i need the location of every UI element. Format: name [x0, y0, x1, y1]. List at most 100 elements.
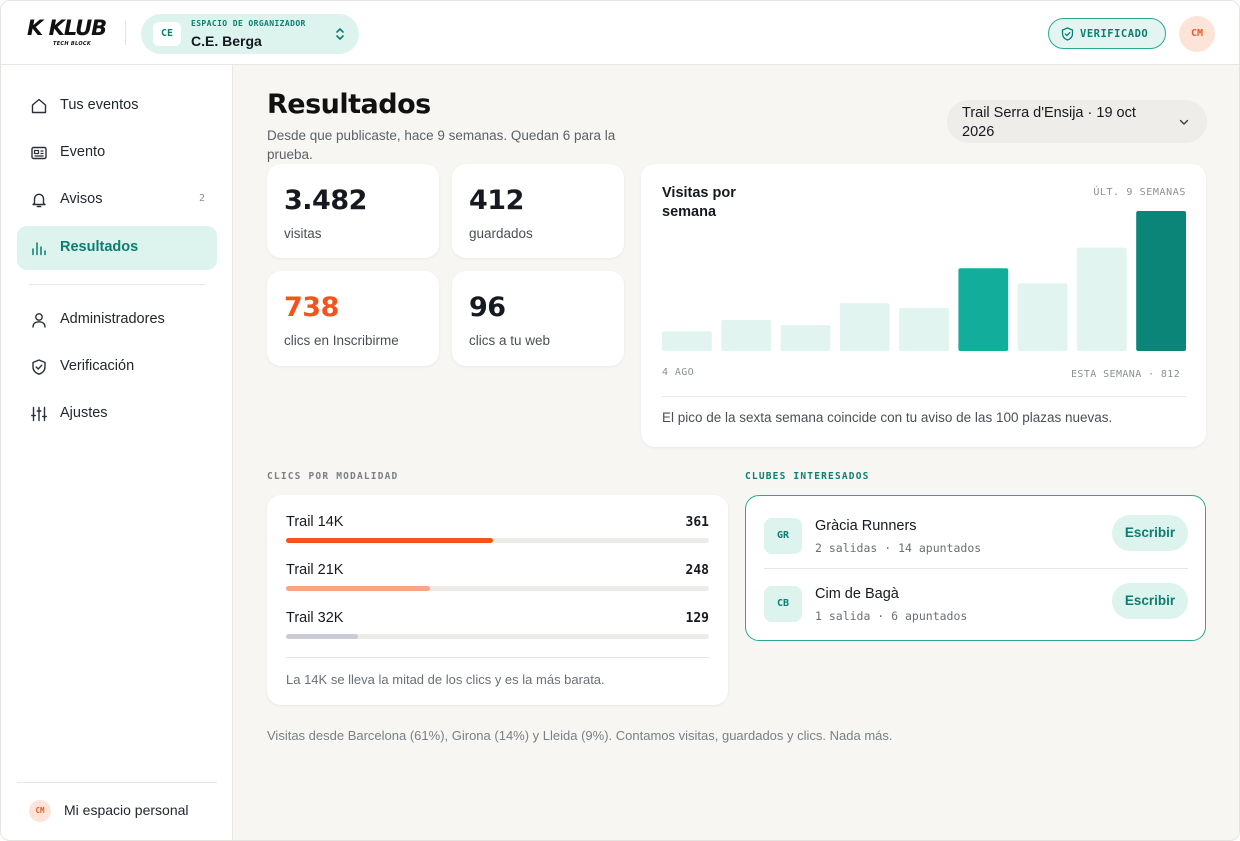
brand-logo[interactable]: K KLUB TECH BLOCK [27, 17, 111, 49]
write-to-club-button[interactable]: Escribir [1112, 583, 1188, 619]
page-subtitle: Desde que publicaste, hace 9 semanas. Qu… [267, 128, 616, 162]
modality-row: Trail 14K 361 [286, 514, 709, 554]
modality-bar-fill [286, 538, 494, 543]
user-icon [32, 313, 46, 328]
club-badge: GR [764, 518, 802, 554]
weekly-visits-card: Visitas por semana ÚLT. 9 SEMANAS 4 AGO … [641, 164, 1206, 447]
modality-bar-track [286, 634, 709, 639]
chevron-down-icon [1179, 119, 1189, 125]
chevron-up-down-icon [336, 28, 344, 40]
sidebar-item-tus-eventos[interactable]: Tus eventos [17, 84, 217, 128]
sidebar-item-label: Evento [60, 144, 106, 160]
clubs-heading: CLUBES INTERESADOS [745, 471, 870, 482]
home-icon [31, 98, 47, 114]
stat-card-clics-web: 96 clics a tu web [452, 271, 624, 366]
org-badge: CE [153, 22, 181, 46]
club-name: Cim de Bagà [815, 586, 899, 602]
sidebar-item-ajustes[interactable]: Ajustes [17, 392, 217, 436]
sliders-icon [31, 406, 47, 422]
event-selector[interactable]: Trail Serra d'Ensija · 19 oct 2026 [947, 100, 1207, 143]
modalities-card: Trail 14K 361 Trail 21K 248 Trail 32K 12… [267, 495, 728, 705]
club-row: GR Gràcia Runners 2 salidas · 14 apuntad… [764, 513, 1188, 569]
organization-switcher[interactable]: CE ESPACIO DE ORGANIZADOR C.E. Berga [141, 14, 359, 54]
stat-card-guardados: 412 guardados [452, 164, 624, 258]
stat-label: clics a tu web [469, 333, 551, 348]
write-to-club-button[interactable]: Escribir [1112, 515, 1188, 551]
id-card-icon [31, 146, 47, 160]
modalities-divider [286, 657, 709, 658]
modality-row: Trail 21K 248 [286, 562, 709, 602]
modality-bar-fill [286, 586, 430, 591]
club-meta: 2 salidas · 14 apuntados [815, 541, 982, 555]
chart-bar [721, 320, 772, 351]
chart-title: Visitas por semana [662, 185, 736, 220]
chart-start-label: 4 AGO [662, 367, 695, 378]
modality-value: 248 [685, 563, 709, 578]
modality-name: Trail 14K [286, 514, 344, 530]
sidebar-item-label: Verificación [60, 358, 135, 374]
logo-subtext: TECH BLOCK [53, 41, 92, 47]
stat-label: clics en Inscribirme [284, 333, 399, 348]
page-title: Resultados [267, 89, 431, 120]
modality-bar-track [286, 538, 709, 543]
chart-note: El pico de la sexta semana coincide con … [662, 410, 1113, 425]
sidebar-item-avisos[interactable]: Avisos 2 [17, 178, 217, 222]
sidebar-divider [17, 782, 217, 783]
sidebar-item-label: Ajustes [60, 405, 108, 421]
personal-space-label: Mi espacio personal [64, 802, 189, 818]
modality-name: Trail 21K [286, 562, 344, 578]
modality-bar-track [286, 586, 709, 591]
org-name: C.E. Berga [191, 33, 262, 49]
bar-chart-icon [32, 242, 46, 256]
logo-text: K KLUB [27, 16, 107, 40]
main-content: Resultados Desde que publicaste, hace 9 … [233, 65, 1239, 840]
chart-bar [1136, 211, 1186, 351]
org-kicker: ESPACIO DE ORGANIZADOR [191, 19, 306, 28]
sidebar-item-evento[interactable]: Evento [17, 131, 217, 175]
sidebar-item-resultados[interactable]: Resultados [17, 226, 217, 270]
stat-value: 738 [284, 292, 339, 323]
interested-clubs-card: GR Gràcia Runners 2 salidas · 14 apuntad… [745, 495, 1206, 641]
modality-name: Trail 32K [286, 610, 344, 626]
avatar: CM [29, 800, 51, 822]
shield-check-icon [1061, 27, 1074, 41]
stat-value: 96 [469, 292, 506, 323]
stat-card-visitas: 3.482 visitas [267, 164, 439, 258]
club-meta: 1 salida · 6 apuntados [815, 609, 968, 623]
chart-bar [958, 268, 1009, 351]
sidebar-item-label: Administradores [60, 311, 165, 327]
modality-value: 361 [685, 515, 709, 530]
weekly-visits-chart [662, 211, 1186, 351]
chart-bar [1017, 283, 1068, 351]
sidebar-item-label: Tus eventos [60, 97, 139, 113]
chart-bar [1076, 247, 1127, 351]
header-divider [125, 21, 126, 45]
stat-value: 3.482 [284, 185, 367, 216]
verified-badge[interactable]: VERIFICADO [1048, 18, 1166, 49]
shield-check-icon [32, 359, 46, 375]
club-badge: CB [764, 586, 802, 622]
top-bar: K KLUB TECH BLOCK CE ESPACIO DE ORGANIZA… [1, 1, 1239, 65]
sidebar-item-label: Avisos [60, 191, 103, 207]
modality-row: Trail 32K 129 [286, 610, 709, 650]
sidebar-item-administradores[interactable]: Administradores [17, 298, 217, 342]
user-avatar[interactable]: CM [1179, 16, 1215, 52]
sidebar-item-verificacion[interactable]: Verificación [17, 345, 217, 389]
modality-bar-fill [286, 634, 358, 639]
stat-value: 412 [469, 185, 524, 216]
stat-label: visitas [284, 226, 322, 241]
sidebar: Tus eventos Evento Avisos 2 Resultados [1, 65, 233, 840]
chart-bar [839, 303, 890, 351]
chart-bar [662, 331, 712, 351]
notification-count: 2 [198, 193, 205, 204]
sidebar-item-label: Resultados [60, 239, 139, 255]
event-selector-label: Trail Serra d'Ensija · 19 oct 2026 [962, 105, 1136, 140]
modality-value: 129 [685, 611, 709, 626]
modalities-note: La 14K se lleva la mitad de los clics y … [286, 672, 605, 687]
stat-card-clics-inscribirme: 738 clics en Inscribirme [267, 271, 439, 366]
footer-note: Visitas desde Barcelona (61%), Girona (1… [267, 728, 893, 743]
chart-divider [662, 396, 1186, 397]
personal-space-link[interactable]: CM Mi espacio personal [17, 793, 217, 827]
club-name: Gràcia Runners [815, 518, 917, 534]
